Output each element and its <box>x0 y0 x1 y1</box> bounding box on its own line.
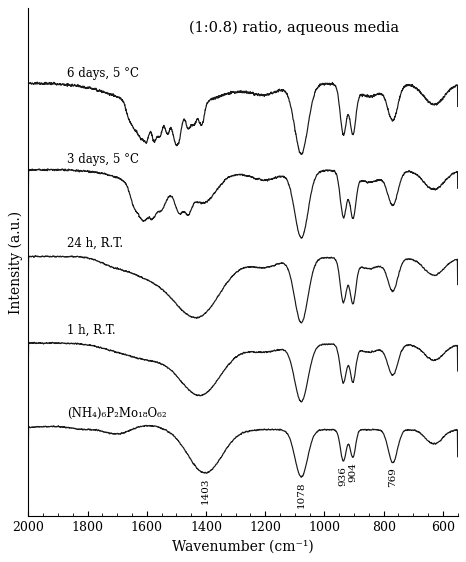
Text: 24 h, R.T.: 24 h, R.T. <box>67 237 123 250</box>
Text: 904: 904 <box>349 462 357 482</box>
Text: 769: 769 <box>388 467 397 487</box>
Text: 3 days, 5 °C: 3 days, 5 °C <box>67 152 139 166</box>
Text: (1:0.8) ratio, aqueous media: (1:0.8) ratio, aqueous media <box>190 21 399 35</box>
X-axis label: Wavenumber (cm⁻¹): Wavenumber (cm⁻¹) <box>172 540 314 554</box>
Text: 6 days, 5 °C: 6 days, 5 °C <box>67 67 139 80</box>
Text: (NH₄)₆P₂Mo₁₈O₆₂: (NH₄)₆P₂Mo₁₈O₆₂ <box>67 407 166 420</box>
Text: 1 h, R.T.: 1 h, R.T. <box>67 324 116 337</box>
Text: 1078: 1078 <box>297 482 306 509</box>
Text: 1403: 1403 <box>200 477 210 504</box>
Y-axis label: Intensity (a.u.): Intensity (a.u.) <box>8 211 23 314</box>
Text: 936: 936 <box>339 466 348 486</box>
